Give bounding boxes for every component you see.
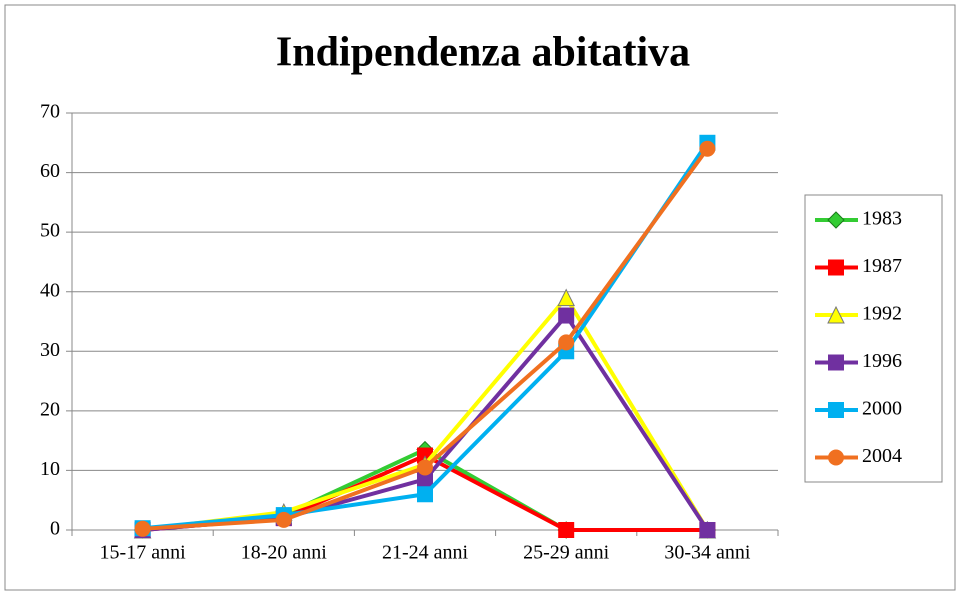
marker: [417, 471, 433, 488]
marker: [828, 402, 844, 418]
x-tick-label: 21-24 anni: [382, 542, 469, 564]
y-tick-label: 40: [40, 279, 60, 301]
marker: [827, 211, 845, 229]
legend-label: 2004: [862, 445, 902, 467]
marker: [828, 354, 844, 371]
marker: [558, 307, 575, 324]
chart-title: Indipendenza abitativa: [276, 30, 690, 76]
marker: [557, 288, 576, 307]
y-tick-label: 50: [40, 220, 60, 242]
marker: [134, 520, 151, 537]
marker: [699, 522, 716, 538]
legend-box: [804, 194, 943, 483]
y-tick-label: 0: [50, 518, 60, 540]
y-tick-label: 10: [40, 458, 60, 480]
x-tick-label: 15-17 anni: [100, 542, 187, 564]
y-tick-label: 30: [40, 339, 60, 361]
y-tick-label: 70: [40, 101, 60, 123]
legend-label: 1983: [862, 208, 902, 230]
x-tick-label: 18-20 anni: [241, 542, 328, 564]
marker: [827, 305, 845, 324]
chart-border: [4, 4, 956, 591]
legend-label: 1987: [862, 255, 902, 277]
y-tick-label: 60: [40, 160, 60, 182]
marker: [828, 259, 844, 276]
x-tick-label: 30-34 anni: [664, 542, 751, 564]
marker: [417, 459, 433, 476]
marker: [275, 511, 292, 528]
marker: [558, 522, 575, 538]
y-tick-label: 20: [40, 398, 60, 420]
x-tick-label: 25-29 anni: [523, 542, 610, 564]
marker: [417, 486, 433, 503]
legend-label: 1992: [862, 303, 902, 325]
legend-label: 1996: [862, 350, 902, 372]
marker: [699, 140, 716, 157]
legend-label: 2000: [862, 398, 902, 420]
marker: [558, 334, 575, 351]
marker: [828, 449, 844, 466]
